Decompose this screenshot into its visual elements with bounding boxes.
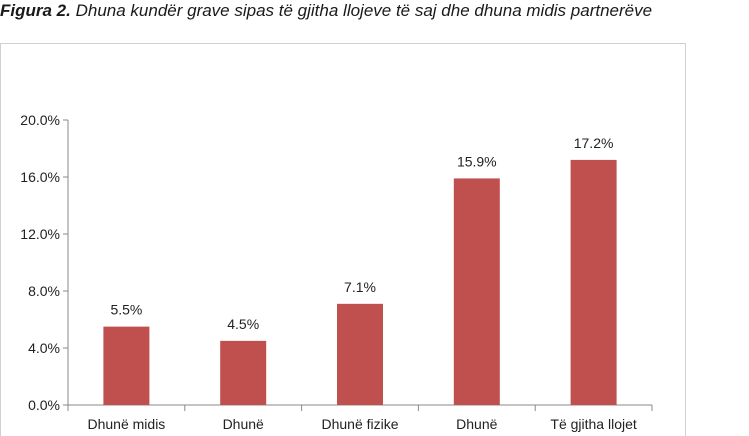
y-tick-label: 12.0% [20, 226, 60, 242]
y-tick-label: 8.0% [28, 283, 60, 299]
data-label: 5.5% [110, 302, 142, 318]
x-category-label: Të gjitha llojet [550, 416, 636, 432]
x-category-label: Dhunë [223, 416, 264, 432]
data-label: 7.1% [344, 279, 376, 295]
bar [453, 178, 500, 405]
figure-caption: Figura 2. Dhuna kundër grave sipas të gj… [0, 0, 749, 30]
figure-caption-lead: Figura 2. [0, 1, 71, 20]
figure-caption-text: Dhuna kundër grave sipas të gjitha lloje… [75, 1, 653, 20]
x-category-label: Dhunë midis [87, 416, 165, 432]
bar [570, 159, 617, 405]
x-category-label: Dhunë [456, 416, 497, 432]
bar [103, 326, 150, 405]
y-tick-label: 4.0% [28, 340, 60, 356]
x-category-label: Dhunë fizike [321, 416, 398, 432]
bar [220, 340, 267, 405]
y-tick-label: 16.0% [20, 169, 60, 185]
chart-frame [0, 43, 686, 436]
y-tick-label: 20.0% [20, 112, 60, 128]
data-label: 15.9% [457, 153, 497, 169]
bar [337, 303, 383, 405]
data-label: 4.5% [227, 316, 259, 332]
data-label: 17.2% [574, 135, 614, 151]
y-tick-label: 0.0% [28, 397, 60, 413]
